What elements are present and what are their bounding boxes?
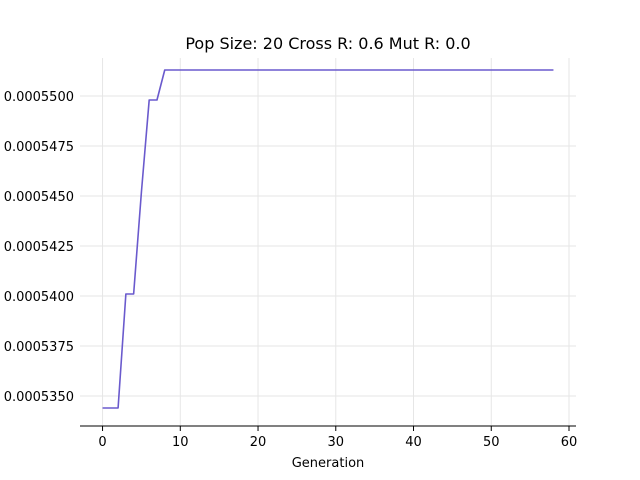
- x-tick-label: 10: [172, 435, 189, 450]
- y-tick-label: 0.0005425: [4, 240, 74, 255]
- x-tick-label: 40: [405, 435, 422, 450]
- y-tick-label: 0.0005500: [4, 90, 74, 105]
- ticks: 0 10 20 30 40 50 60 0.0005350 0.0005375 0.0005400…: [4, 90, 578, 450]
- grid: [80, 58, 576, 426]
- x-axis-label: Generation: [292, 456, 365, 471]
- x-tick-label: 0: [98, 435, 106, 450]
- x-tick-label: 30: [328, 435, 345, 450]
- x-tick-label: 60: [561, 435, 578, 450]
- series: [102, 69, 554, 409]
- y-tick-label: 0.0005450: [4, 190, 74, 205]
- y-tick-label: 0.0005475: [4, 140, 74, 155]
- x-tick-label: 20: [250, 435, 267, 450]
- y-tick-label: 0.0005400: [4, 290, 74, 305]
- series-line: [102, 69, 554, 409]
- chart-title: Pop Size: 20 Cross R: 0.6 Mut R: 0.0: [185, 34, 470, 53]
- y-tick-label: 0.0005375: [4, 340, 74, 355]
- y-tick-label: 0.0005350: [4, 390, 74, 405]
- x-tick-label: 50: [483, 435, 500, 450]
